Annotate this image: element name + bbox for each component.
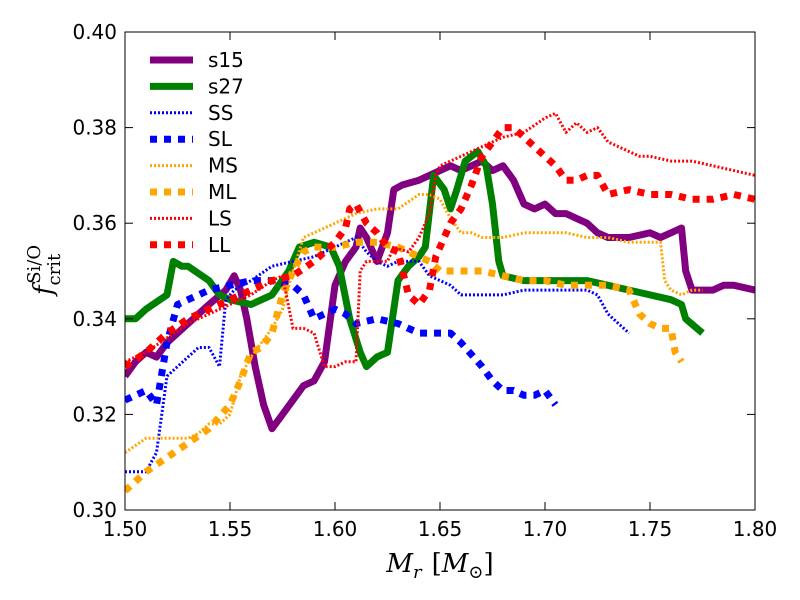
legend-label-sl: SL (208, 127, 233, 151)
series-line-ms (125, 193, 703, 454)
x-tick-label: 1.80 (733, 517, 778, 541)
x-axis-label-close: ] (483, 549, 493, 579)
x-axis-label-unit: M (441, 549, 470, 579)
x-tick-label: 1.65 (418, 517, 463, 541)
y-tick-label: 0.38 (72, 116, 117, 140)
legend-label-s15: s15 (208, 48, 244, 72)
legend-label-ml: ML (208, 180, 237, 204)
x-axis-label-var: M (385, 549, 414, 579)
y-tick-label: 0.40 (72, 20, 117, 44)
legend-label-ss: SS (208, 101, 233, 125)
x-axis-label-sub: r (413, 562, 423, 583)
y-tick-label: 0.34 (72, 307, 117, 331)
x-tick-label: 1.70 (523, 517, 568, 541)
legend-label-ls: LS (208, 206, 232, 230)
x-tick-label: 1.50 (103, 517, 148, 541)
series-line-ls (125, 111, 755, 369)
y-axis-label-sup: Si/O (24, 245, 45, 284)
x-axis-label: Mr [M⊙] (385, 549, 493, 583)
axis-ticks (124, 31, 756, 511)
y-axis-label: fcritSi/O (24, 245, 65, 297)
y-axis-label-sub: crit (44, 253, 65, 285)
x-axis-label-unit-sub: ⊙ (468, 562, 483, 583)
legend-label-s27: s27 (208, 74, 244, 98)
legend-label-ll: LL (208, 233, 231, 257)
y-tick-label: 0.30 (72, 498, 117, 522)
plot-lines (125, 111, 755, 494)
x-tick-label: 1.55 (208, 517, 253, 541)
series-line-ss (125, 236, 631, 474)
x-tick-label: 1.60 (313, 517, 358, 541)
axis-tick-labels: 1.50 1.55 1.60 1.65 1.70 1.75 1.80 0.30 0.32 0.34… (72, 20, 777, 541)
series-line-ll (125, 124, 755, 370)
y-tick-label: 0.32 (72, 402, 117, 426)
x-axis-label-open: [ (432, 549, 442, 579)
series-line-sl (125, 277, 559, 409)
x-tick-label: 1.75 (628, 517, 673, 541)
series-line-ml (125, 238, 685, 494)
y-tick-label: 0.36 (72, 211, 117, 235)
legend-label-ms: MS (208, 154, 238, 178)
